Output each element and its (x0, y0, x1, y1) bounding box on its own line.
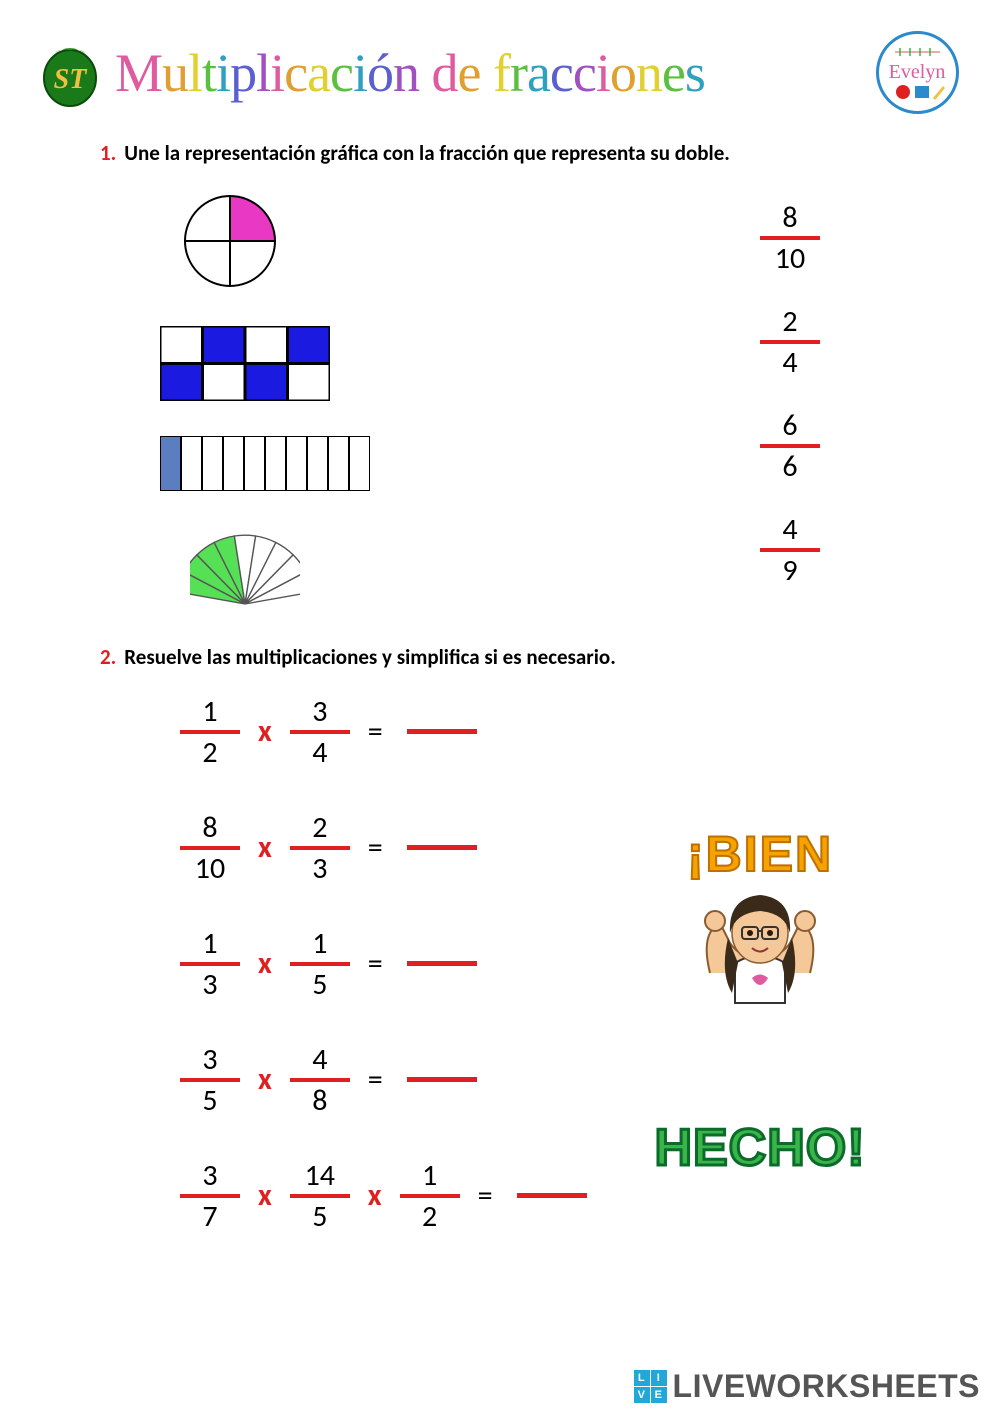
eq-4-term-2: 12 (400, 1159, 460, 1233)
eq-2-term-1: 15 (290, 927, 350, 1001)
multiply-operator: x (368, 1177, 382, 1214)
q1-graphics-column[interactable] (160, 191, 700, 614)
page-header: ST Multiplicación de fracciones Evelyn (40, 30, 960, 115)
equals-sign: = (478, 1177, 493, 1214)
question-2-body: 12 x 34 = 810 x 23 = 13 x 15 = 35 x 48 = 37 x 145 x 12 = ¡BIE… (40, 695, 960, 1233)
svg-text:ST: ST (54, 64, 89, 95)
answer-blank-1[interactable] (407, 845, 477, 850)
q1-fraction-3[interactable]: 49 (760, 513, 820, 587)
multiply-operator: x (258, 1177, 272, 1214)
eq-0-term-1: 34 (290, 695, 350, 769)
answer-blank-0[interactable] (407, 729, 477, 734)
sticker-line2: HECHO! (620, 1118, 900, 1178)
q1-fraction-1[interactable]: 24 (760, 305, 820, 379)
page-title: Multiplicación de fracciones (115, 42, 705, 104)
equation-row-0: 12 x 34 = (180, 695, 960, 769)
question-2-label: 2.Resuelve las multiplicaciones y simpli… (100, 644, 960, 670)
site-watermark: LIVE LIVEWORKSHEETS (634, 1368, 980, 1405)
equals-sign: = (368, 829, 383, 866)
equals-sign: = (368, 713, 383, 750)
eq-2-term-0: 13 (180, 927, 240, 1001)
multiply-operator: x (258, 1061, 272, 1098)
eq-3-term-0: 35 (180, 1043, 240, 1117)
q1-graphic-1[interactable] (160, 326, 330, 401)
eq-4-term-0: 37 (180, 1159, 240, 1233)
q1-fraction-0[interactable]: 810 (760, 201, 820, 275)
q1-fractions-column[interactable]: 810 24 66 49 (700, 191, 880, 614)
watermark-text: LIVEWORKSHEETS (673, 1368, 980, 1405)
eq-3-term-1: 48 (290, 1043, 350, 1117)
teacher-logo-icon: Evelyn (875, 30, 960, 115)
svg-text:Evelyn: Evelyn (889, 61, 946, 83)
multiply-operator: x (258, 713, 272, 750)
question-1-body: 810 24 66 49 (40, 191, 960, 614)
q1-fraction-2[interactable]: 66 (760, 409, 820, 483)
equals-sign: = (368, 945, 383, 982)
answer-blank-2[interactable] (407, 961, 477, 966)
liveworksheets-badge-icon: LIVE (634, 1370, 667, 1403)
q1-graphic-3[interactable] (190, 526, 300, 609)
answer-blank-3[interactable] (407, 1077, 477, 1082)
eq-1-term-1: 23 (290, 811, 350, 885)
multiply-operator: x (258, 945, 272, 982)
answer-blank-4[interactable] (517, 1193, 587, 1198)
school-logo-icon: ST (40, 38, 100, 108)
question-1-label: 1.Une la representación gráfica con la f… (100, 140, 960, 166)
eq-1-term-0: 810 (180, 811, 240, 885)
bien-hecho-sticker: ¡BIEN HECHO! (620, 825, 900, 1178)
q1-graphic-0[interactable] (180, 191, 280, 291)
eq-4-term-1: 145 (290, 1159, 350, 1233)
eq-0-term-0: 12 (180, 695, 240, 769)
multiply-operator: x (258, 829, 272, 866)
avatar-icon (690, 873, 830, 1013)
q1-graphic-2[interactable] (160, 436, 370, 491)
equals-sign: = (368, 1061, 383, 1098)
